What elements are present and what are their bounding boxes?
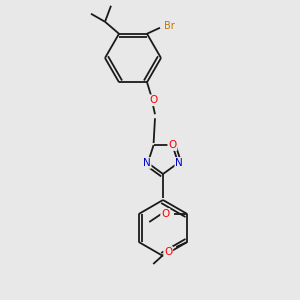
Text: O: O xyxy=(164,247,172,257)
Text: Br: Br xyxy=(164,21,174,31)
Text: N: N xyxy=(143,158,151,168)
Text: O: O xyxy=(149,95,157,105)
Text: O: O xyxy=(168,140,176,150)
Text: O: O xyxy=(161,209,170,219)
Text: N: N xyxy=(175,158,183,168)
